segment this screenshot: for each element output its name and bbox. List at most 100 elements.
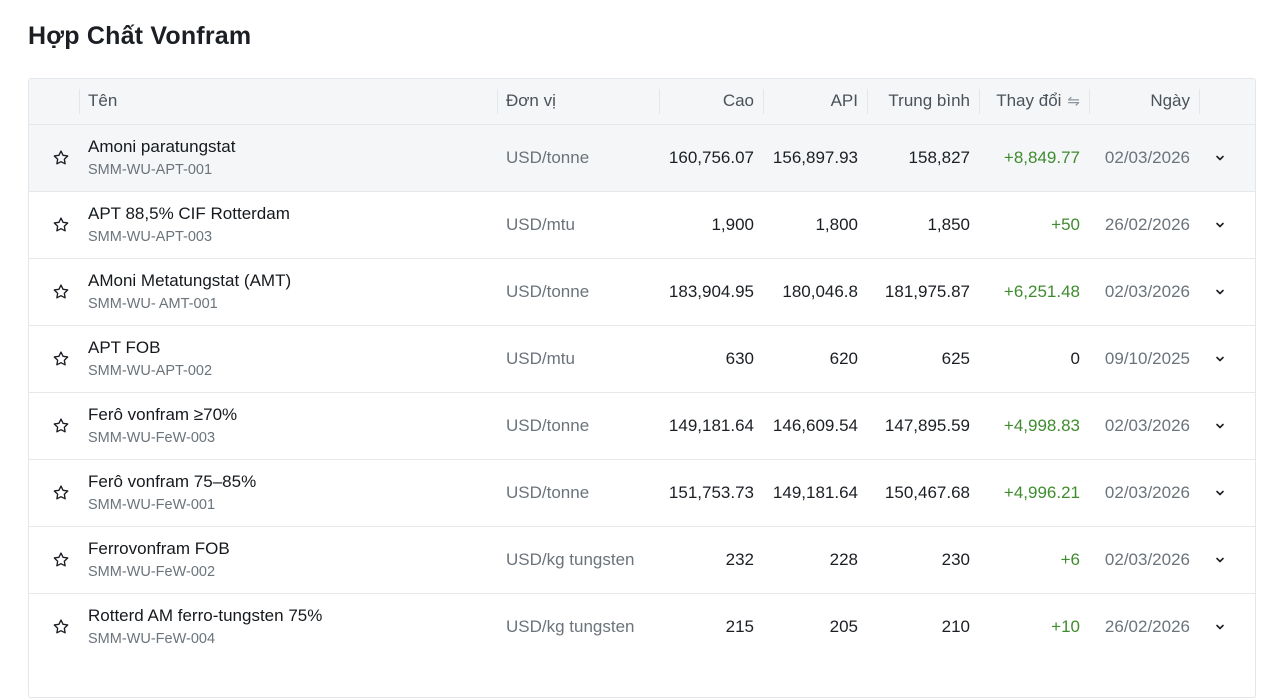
change-cell: +10 [1051,616,1080,636]
chevron-down-icon[interactable] [1214,219,1226,231]
compound-name[interactable]: Rotterd AM ferro-tungsten 75% [88,605,323,625]
api-cell: 205 [829,616,858,636]
star-outline-icon[interactable] [52,216,70,234]
table-row[interactable]: APT FOB SMM-WU-APT-002 USD/mtu 630 620 6… [29,325,1255,392]
compound-name[interactable]: AMoni Metatungstat (AMT) [88,270,292,290]
header-star [29,79,79,124]
header-date[interactable]: Ngày [1089,79,1199,124]
name-cell: Rotterd AM ferro-tungsten 75% SMM-WU-FeW… [79,593,497,660]
average-cell: 158,827 [908,147,970,167]
header-change[interactable]: Thay đổi ⇋ [979,79,1089,124]
change-cell: +4,998.83 [1003,415,1080,435]
table-row[interactable]: AMoni Metatungstat (AMT) SMM-WU- AMT-001… [29,258,1255,325]
date-cell: 09/10/2025 [1104,348,1190,368]
price-table: Tên Đơn vị Cao API Trung bình Thay đổi ⇋ … [28,78,1256,698]
header-change-label: Thay đổi [996,91,1062,111]
compound-name[interactable]: APT FOB [88,337,161,357]
table-row[interactable]: Rotterd AM ferro-tungsten 75% SMM-WU-FeW… [29,593,1255,660]
chevron-down-icon[interactable] [1214,286,1226,298]
table-row[interactable]: Ferô vonfram 75–85% SMM-WU-FeW-001 USD/t… [29,459,1255,526]
chevron-down-icon[interactable] [1214,621,1226,633]
expand-cell [1199,258,1255,325]
unit-cell: USD/kg tungsten [506,616,635,636]
compound-name[interactable]: Ferô vonfram ≥70% [88,404,238,424]
name-cell: APT 88,5% CIF Rotterdam SMM-WU-APT-003 [79,191,497,258]
unit-cell: USD/mtu [506,348,575,368]
change-cell: +50 [1051,214,1080,234]
star-outline-icon[interactable] [52,417,70,435]
unit-cell: USD/tonne [506,482,590,502]
header-unit[interactable]: Đơn vị [497,79,659,124]
swap-arrows-icon[interactable]: ⇋ [1067,93,1080,111]
compound-code: SMM-WU-APT-002 [88,362,213,379]
star-outline-icon[interactable] [52,350,70,368]
expand-cell [1199,392,1255,459]
change-cell: +6 [1060,549,1080,569]
star-cell [29,325,79,392]
expand-cell [1199,526,1255,593]
table-header-row: Tên Đơn vị Cao API Trung bình Thay đổi ⇋ … [29,79,1255,124]
star-cell [29,191,79,258]
date-cell: 26/02/2026 [1104,214,1190,234]
unit-cell: USD/kg tungsten [506,549,635,569]
high-cell: 149,181.64 [668,415,754,435]
header-name[interactable]: Tên [79,79,497,124]
chevron-down-icon[interactable] [1214,152,1226,164]
compound-code: SMM-WU-APT-003 [88,228,213,245]
star-outline-icon[interactable] [52,551,70,569]
compound-name[interactable]: Ferô vonfram 75–85% [88,471,257,491]
date-cell: 02/03/2026 [1104,281,1190,301]
star-outline-icon[interactable] [52,618,70,636]
chevron-down-icon[interactable] [1214,353,1226,365]
star-outline-icon[interactable] [52,283,70,301]
table-row[interactable]: Ferrovonfram FOB SMM-WU-FeW-002 USD/kg t… [29,526,1255,593]
name-cell: APT FOB SMM-WU-APT-002 [79,325,497,392]
date-cell: 02/03/2026 [1104,482,1190,502]
compound-name[interactable]: Amoni paratungstat [88,136,236,156]
date-cell: 02/03/2026 [1104,415,1190,435]
name-cell: Ferô vonfram 75–85% SMM-WU-FeW-001 [79,459,497,526]
chevron-down-icon[interactable] [1214,420,1226,432]
page-title: Hợp Chất Vonfram [28,22,252,50]
table-row[interactable]: Ferô vonfram ≥70% SMM-WU-FeW-003 USD/ton… [29,392,1255,459]
high-cell: 160,756.07 [668,147,754,167]
star-cell [29,392,79,459]
change-cell: +8,849.77 [1003,147,1080,167]
date-cell: 02/03/2026 [1104,147,1190,167]
star-cell [29,124,79,191]
high-cell: 183,904.95 [668,281,754,301]
header-api[interactable]: API [763,79,867,124]
unit-cell: USD/tonne [506,415,590,435]
compound-name[interactable]: APT 88,5% CIF Rotterdam [88,203,290,223]
star-outline-icon[interactable] [52,149,70,167]
name-cell: Ferrovonfram FOB SMM-WU-FeW-002 [79,526,497,593]
expand-cell [1199,191,1255,258]
api-cell: 620 [829,348,858,368]
high-cell: 1,900 [711,214,754,234]
api-cell: 1,800 [815,214,858,234]
table-row[interactable]: Amoni paratungstat SMM-WU-APT-001 USD/to… [29,124,1255,191]
high-cell: 215 [725,616,754,636]
expand-cell [1199,593,1255,660]
api-cell: 149,181.64 [772,482,858,502]
high-cell: 151,753.73 [668,482,754,502]
star-cell [29,459,79,526]
star-cell [29,593,79,660]
average-cell: 210 [941,616,970,636]
average-cell: 181,975.87 [884,281,970,301]
high-cell: 630 [725,348,754,368]
chevron-down-icon[interactable] [1214,554,1226,566]
chevron-down-icon[interactable] [1214,487,1226,499]
api-cell: 180,046.8 [782,281,858,301]
compound-code: SMM-WU-FeW-001 [88,496,216,513]
table-row[interactable]: APT 88,5% CIF Rotterdam SMM-WU-APT-003 U… [29,191,1255,258]
average-cell: 230 [941,549,970,569]
compound-code: SMM-WU-FeW-004 [88,630,216,647]
compound-name[interactable]: Ferrovonfram FOB [88,538,230,558]
change-cell: +4,996.21 [1003,482,1080,502]
unit-cell: USD/tonne [506,147,590,167]
star-outline-icon[interactable] [52,484,70,502]
header-average[interactable]: Trung bình [867,79,979,124]
compound-code: SMM-WU-FeW-002 [88,563,216,580]
header-high[interactable]: Cao [659,79,763,124]
